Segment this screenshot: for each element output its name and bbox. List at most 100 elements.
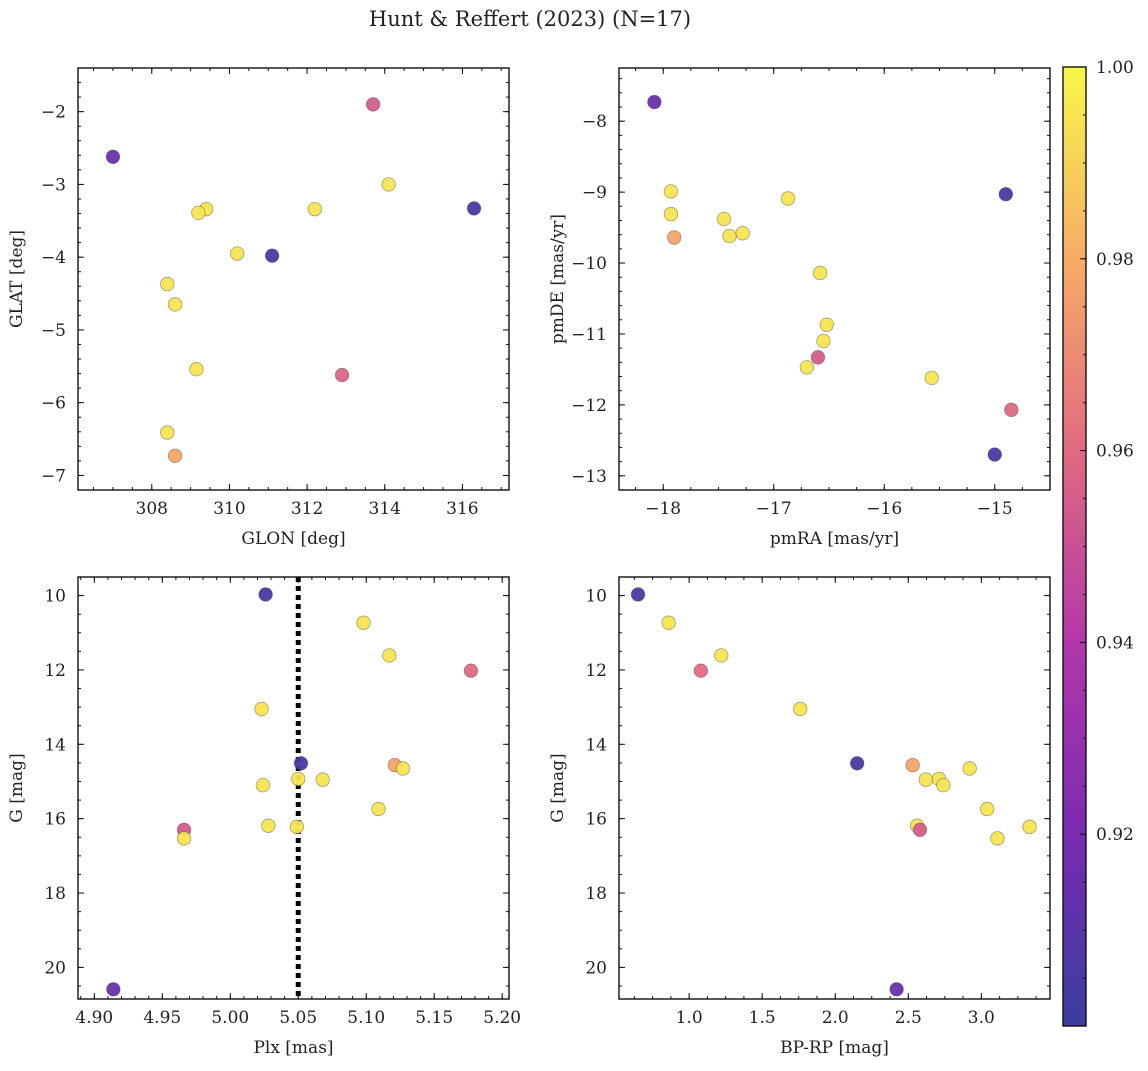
y-tick-label: −6 (41, 394, 66, 414)
y-tick-label: 14 (585, 735, 607, 755)
x-tick-label: 4.95 (143, 1008, 181, 1028)
y-tick-label: −10 (571, 254, 607, 274)
scatter-point (167, 448, 183, 464)
x-tick-label: 314 (369, 499, 401, 519)
scatter-point (998, 187, 1013, 202)
scatter-point (722, 228, 737, 244)
panels: 308 310 312 314 316 −2 −3 −4 −5 −6 −7 GLON [deg] GLA… (7, 67, 1051, 1058)
scatter-point (799, 360, 815, 375)
scatter-point (105, 149, 121, 164)
x-tick-label: 5.15 (415, 1008, 453, 1028)
x-tick-label: 312 (291, 499, 323, 519)
y-tick-label: 16 (585, 810, 607, 830)
colorbar: 0.92 0.94 0.96 0.98 1.00 (1062, 58, 1134, 1027)
scatter-point (647, 94, 662, 110)
scatter-point (463, 663, 479, 678)
axes-frame (618, 67, 1051, 491)
scatter-point (924, 370, 939, 386)
scatter-point (905, 757, 920, 773)
x-tick-label: 5.20 (483, 1008, 521, 1028)
scatter-point (936, 778, 951, 793)
scatter-point (630, 587, 646, 602)
y-tick-label: −4 (41, 248, 66, 268)
x-axis-label: GLON [deg] (241, 529, 345, 549)
axes-frame (618, 576, 1051, 1000)
scatter-point (735, 226, 750, 241)
scatter-point (382, 648, 397, 663)
scatter-point (160, 425, 175, 440)
colorbar-gradient (1063, 67, 1086, 1026)
scatter-point (816, 333, 831, 349)
scatter-point (258, 587, 273, 602)
x-tick-label: 3.0 (968, 1008, 995, 1028)
y-tick-label: −12 (571, 396, 607, 416)
scatter-point (849, 756, 865, 771)
x-tick-label: 5.10 (347, 1008, 385, 1028)
figure-title: Hunt & Reffert (2023) (N=17) (369, 7, 691, 31)
x-axis-label: pmRA [mas/yr] (770, 529, 899, 549)
scatter-point (160, 276, 175, 292)
scatter-point (381, 177, 396, 192)
scatter-point (780, 191, 796, 206)
colorbar-tick-label: 1.00 (1096, 58, 1134, 78)
scatter-point (1004, 402, 1019, 418)
scatter-point (693, 663, 709, 678)
x-tick-label: −18 (645, 499, 681, 519)
y-tick-label: 18 (44, 884, 66, 904)
y-axis-label: G [mag] (548, 753, 568, 822)
y-axis-label: GLAT [deg] (7, 230, 27, 328)
scatter-point (395, 761, 411, 776)
y-tick-label: 12 (585, 661, 607, 681)
scatter-point (962, 761, 977, 776)
scatter-point (254, 701, 269, 717)
y-axis-label: pmDE [mas/yr] (548, 214, 568, 344)
panel-p1: 308 310 312 314 316 −2 −3 −4 −5 −6 −7 GLON [deg] GLA… (7, 67, 510, 549)
scatter-point (255, 778, 271, 793)
y-tick-label: −9 (582, 183, 607, 203)
y-tick-label: 18 (585, 884, 607, 904)
y-tick-label: 10 (44, 587, 66, 607)
y-axis-label: G [mag] (7, 753, 27, 822)
axes-frame (77, 67, 510, 491)
scatter-point (661, 615, 676, 630)
x-tick-label: 2.0 (822, 1008, 849, 1028)
colorbar-tick-label: 0.98 (1096, 250, 1134, 270)
x-tick-label: 316 (446, 499, 478, 519)
scatter-point (261, 818, 276, 833)
scatter-point (663, 184, 679, 199)
scatter-point (264, 248, 280, 263)
panel-p3: 4.90 4.95 5.00 5.05 5.10 5.15 5.20 10 12 14 16 18 20… (7, 576, 521, 1058)
scatter-point (810, 350, 826, 365)
scatter-point (912, 822, 928, 838)
colorbar-tick-label: 0.92 (1096, 825, 1134, 845)
y-tick-label: 20 (585, 958, 607, 978)
colorbar-tick-label: 0.94 (1096, 633, 1134, 653)
x-tick-label: 5.00 (211, 1008, 249, 1028)
x-tick-label: 308 (136, 499, 168, 519)
scatter-point (191, 205, 206, 220)
x-tick-label: 5.05 (279, 1008, 317, 1028)
scatter-point (987, 447, 1002, 462)
scatter-point (466, 201, 482, 216)
y-tick-label: −8 (582, 112, 607, 132)
scatter-point (334, 367, 350, 383)
scatter-point (315, 772, 330, 787)
x-tick-label: −16 (866, 499, 902, 519)
scatter-point (371, 801, 386, 817)
panel-p4: 1.0 1.5 2.0 2.5 3.0 10 12 14 16 18 20 BP-RP [mag] G … (548, 576, 1051, 1058)
x-tick-label: −17 (756, 499, 792, 519)
scatter-point (106, 982, 121, 997)
scatter-point (229, 246, 245, 261)
scatter-point (356, 615, 371, 630)
colorbar-tick-label: 0.96 (1096, 442, 1134, 462)
scatter-point (176, 831, 192, 846)
scatter-point (293, 756, 309, 771)
x-axis-label: Plx [mas] (253, 1038, 333, 1058)
x-tick-label: 1.0 (676, 1008, 703, 1028)
y-tick-label: 20 (44, 958, 66, 978)
scatter-point (990, 831, 1005, 846)
x-tick-label: 4.90 (75, 1008, 113, 1028)
x-tick-label: 2.5 (895, 1008, 922, 1028)
x-axis-label: BP-RP [mag] (780, 1038, 889, 1058)
scatter-point (716, 211, 732, 227)
